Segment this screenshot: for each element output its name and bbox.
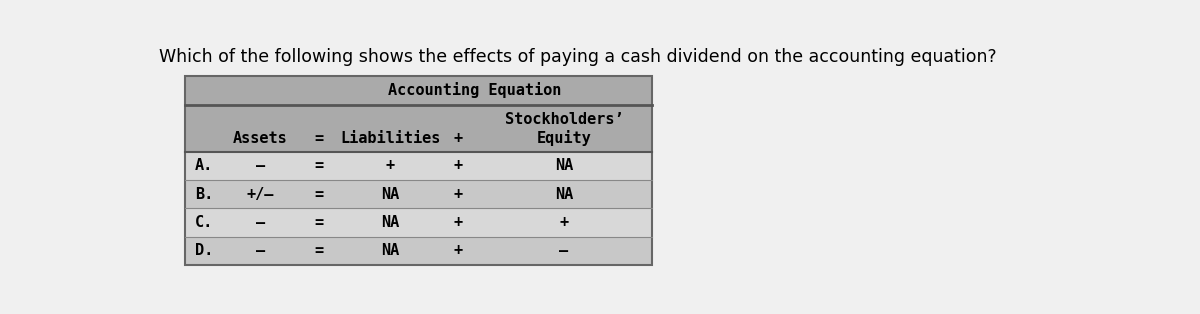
Text: +: +	[454, 215, 463, 230]
Text: +: +	[454, 187, 463, 202]
Text: =: =	[314, 187, 323, 202]
FancyBboxPatch shape	[185, 152, 653, 180]
Text: Which of the following shows the effects of paying a cash dividend on the accoun: Which of the following shows the effects…	[160, 48, 997, 67]
Text: =: =	[314, 158, 323, 173]
Text: +: +	[454, 243, 463, 258]
Text: +/–: +/–	[247, 187, 274, 202]
Text: Assets: Assets	[233, 131, 288, 146]
Text: =: =	[314, 243, 323, 258]
Text: NA: NA	[554, 187, 572, 202]
Text: –: –	[256, 158, 265, 173]
Text: NA: NA	[382, 243, 400, 258]
Text: NA: NA	[382, 215, 400, 230]
Text: =: =	[314, 131, 323, 146]
FancyBboxPatch shape	[185, 76, 653, 152]
Text: –: –	[559, 243, 569, 258]
Text: +: +	[385, 158, 395, 173]
Text: C.: C.	[196, 215, 214, 230]
Text: Stockholders’: Stockholders’	[504, 112, 623, 127]
FancyBboxPatch shape	[185, 208, 653, 236]
Text: +: +	[559, 215, 569, 230]
Text: –: –	[256, 243, 265, 258]
Text: +: +	[454, 158, 463, 173]
Text: NA: NA	[382, 187, 400, 202]
FancyBboxPatch shape	[185, 180, 653, 208]
FancyBboxPatch shape	[185, 236, 653, 265]
Text: D.: D.	[196, 243, 214, 258]
Text: A.: A.	[196, 158, 214, 173]
Text: Liabilities: Liabilities	[340, 131, 440, 146]
Text: =: =	[314, 215, 323, 230]
Text: +: +	[454, 131, 463, 146]
Text: Equity: Equity	[536, 130, 592, 146]
Text: Accounting Equation: Accounting Equation	[388, 82, 562, 98]
Text: –: –	[256, 215, 265, 230]
Text: NA: NA	[554, 158, 572, 173]
Text: B.: B.	[196, 187, 214, 202]
